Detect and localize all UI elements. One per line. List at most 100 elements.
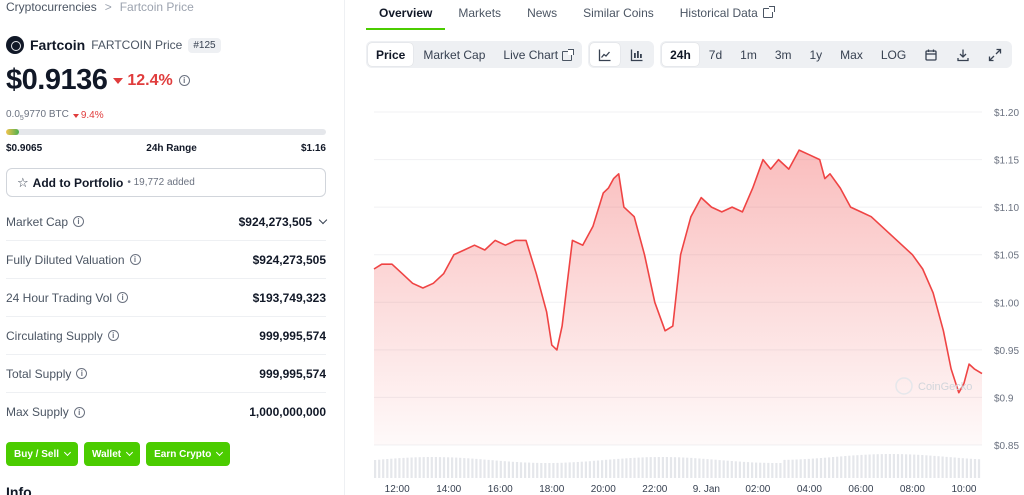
stat-row-market-cap[interactable]: Market Cap i $924,273,505 (6, 203, 328, 241)
navigator-bar (669, 457, 673, 478)
tab-similar-coins[interactable]: Similar Coins (583, 6, 654, 20)
breadcrumb-root-link[interactable]: Cryptocurrencies (6, 0, 97, 14)
info-icon[interactable]: i (178, 75, 190, 86)
rank-badge: #125 (188, 37, 221, 53)
navigator-bar (722, 460, 725, 478)
navigator-bar (977, 459, 981, 478)
navigator-bar (645, 457, 648, 478)
candlestick-icon (630, 49, 643, 61)
add-to-portfolio-label: Add to Portfolio (32, 175, 124, 190)
calendar-button[interactable] (916, 43, 946, 66)
navigator-bar (795, 459, 798, 478)
navigator-bar (698, 458, 701, 478)
navigator-bar (730, 461, 733, 478)
range-1m-button[interactable]: 1m (740, 47, 757, 62)
navigator-bar (499, 460, 502, 478)
stat-key-label: Fully Diluted Valuation (6, 252, 125, 267)
navigator-bar (702, 458, 705, 478)
x-tick-label: 10:00 (951, 484, 976, 495)
portfolio-added-count: • 19,772 added (127, 177, 195, 188)
fartcoin-logo-icon (6, 36, 24, 54)
coingecko-logo-icon (895, 377, 913, 395)
tab-historical-data[interactable]: Historical Data (667, 0, 786, 30)
navigator-bar (896, 454, 900, 478)
navigator-bar (613, 459, 616, 478)
stat-key-label: Market Cap (6, 214, 69, 229)
chevron-down-icon (216, 448, 224, 457)
info-icon[interactable]: i (129, 254, 141, 265)
range-3m-button[interactable]: 3m (774, 47, 792, 62)
info-icon[interactable]: i (73, 406, 85, 418)
navigator-bar (625, 458, 628, 478)
download-button[interactable] (948, 43, 978, 66)
btc-price: 0.059770 BTC (6, 109, 69, 122)
chart-style-group (588, 41, 655, 68)
buy-sell-button[interactable]: Buy / Sell (6, 442, 79, 466)
stat-value: 1,000,000,000 (249, 405, 326, 419)
navigator-bar (815, 458, 818, 478)
log-scale-button[interactable]: LOG (880, 47, 907, 62)
navigator-bar (447, 457, 450, 478)
coin-tabs: Overview Markets News Similar Coins Hist… (366, 0, 786, 30)
navigator-bar (430, 457, 433, 478)
tab-overview[interactable]: Overview (366, 0, 446, 30)
buy-sell-label: Buy / Sell (14, 448, 60, 460)
live-chart-link[interactable]: Live Chart (495, 43, 580, 66)
y-tick-label: $1.05 (994, 251, 1019, 262)
navigator-bar (524, 462, 527, 478)
navigator-bar (576, 462, 579, 478)
stat-key-label: Max Supply (6, 405, 69, 419)
caret-down-icon (113, 77, 124, 84)
range-1y-button[interactable]: 1y (809, 47, 823, 62)
fullscreen-button[interactable] (980, 43, 1010, 66)
candlestick-chart-button[interactable] (622, 43, 652, 66)
add-to-portfolio-button[interactable]: ☆ Add to Portfolio • 19,772 added (6, 168, 326, 197)
navigator-bar (422, 457, 425, 478)
chevron-down-icon (63, 448, 72, 457)
calendar-icon (925, 49, 937, 61)
navigator-bar (592, 460, 596, 478)
tab-historical-data-label: Historical Data (679, 6, 758, 20)
earn-crypto-button[interactable]: Earn Crypto (146, 442, 231, 466)
navigator-bar (961, 458, 964, 478)
navigator-bar (872, 454, 875, 478)
star-icon: ☆ (17, 174, 29, 190)
price-chart[interactable]: $1.20 $1.15 $1.10 $1.05 $1.00 $0.95 $0.9 $0.85 C… (366, 80, 1024, 495)
live-chart-label: Live Chart (503, 47, 559, 62)
navigator-bar (917, 454, 920, 478)
navigator-bar (848, 455, 851, 478)
market-cap-toggle[interactable]: Market Cap (423, 47, 486, 62)
info-icon[interactable]: i (107, 330, 119, 341)
info-icon[interactable]: i (117, 292, 129, 303)
wallet-button[interactable]: Wallet (84, 442, 141, 466)
coin-name: Fartcoin (30, 37, 86, 53)
navigator-bar (791, 459, 794, 478)
info-icon[interactable]: i (73, 216, 85, 227)
navigator-bar (823, 457, 827, 478)
navigator-bar (394, 458, 397, 478)
x-tick-label: 18:00 (539, 484, 564, 495)
chevron-down-icon[interactable] (318, 215, 328, 225)
navigator-bar (398, 458, 401, 478)
range-max-button[interactable]: Max (840, 47, 863, 62)
line-chart-button[interactable] (590, 43, 621, 66)
stat-row-max-supply: Max Supply i 1,000,000,000 (6, 393, 326, 431)
price-change-24h: 12.4% (113, 72, 173, 90)
stat-key: Market Cap i (6, 214, 85, 229)
navigator-bar (686, 457, 689, 478)
range-high: $1.16 (300, 143, 326, 154)
btc-change: 9.4% (72, 110, 104, 121)
tab-markets[interactable]: Markets (458, 6, 502, 20)
range-24h-button[interactable]: 24h (662, 43, 699, 66)
navigator-bar (714, 459, 717, 478)
price-toggle[interactable]: Price (368, 43, 414, 66)
navigator-bar (503, 461, 506, 478)
range-7d-button[interactable]: 7d (708, 47, 723, 62)
navigator-bar (519, 462, 523, 478)
info-icon[interactable]: i (76, 368, 88, 379)
stats-table: Market Cap i $924,273,505 Fully Diluted V… (6, 203, 328, 431)
navigator-bar (807, 458, 810, 478)
navigator-bar (710, 459, 713, 478)
navigator-bar (633, 457, 636, 478)
tab-news[interactable]: News (527, 6, 558, 20)
